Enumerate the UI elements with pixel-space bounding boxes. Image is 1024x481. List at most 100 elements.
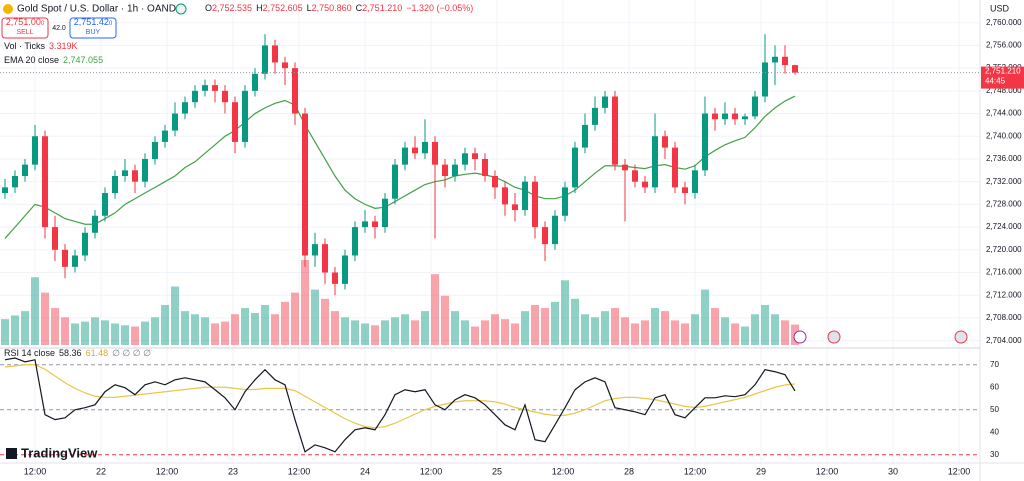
- volume-bar: [21, 311, 29, 345]
- ohlc-key: O: [205, 3, 212, 13]
- candle-body: [222, 90, 228, 103]
- buy-button[interactable]: [69, 17, 117, 39]
- candle-body: [372, 221, 378, 228]
- candle-body: [602, 96, 608, 108]
- candle-body: [792, 65, 798, 73]
- candle-body: [232, 102, 238, 142]
- candle-body: [102, 193, 108, 216]
- x-tick-label: 12:00: [948, 466, 971, 476]
- volume-bar: [1, 319, 9, 345]
- volume-bar: [711, 308, 719, 345]
- rsi-tick-label: 60: [990, 382, 999, 391]
- price-tag-label: 2,751.210: [985, 67, 1021, 76]
- plot-area: [0, 0, 980, 463]
- ema-legend: EMA 20 close 2,747.055: [4, 55, 103, 65]
- candle-body: [392, 164, 398, 199]
- volume-bar: [761, 304, 769, 345]
- candle-body: [302, 113, 308, 256]
- volume-bar: [51, 308, 59, 345]
- price-tag: [981, 66, 1024, 89]
- volume-bar: [341, 317, 349, 345]
- x-tick-label: 12:00: [156, 466, 179, 476]
- ohlc-text: O2,752.535 H2,752.605 L2,750.860 C2,751.210…: [205, 3, 473, 13]
- volume-bar: [101, 320, 109, 345]
- sell-button[interactable]: [1, 17, 49, 39]
- y-tick-label: 2,740.000: [986, 131, 1022, 140]
- x-tick-label: 23: [228, 466, 238, 476]
- y-tick-label: 2,728.000: [986, 199, 1022, 208]
- candle-body: [252, 73, 258, 91]
- volume-legend: Vol · Ticks 3.319K: [4, 41, 78, 51]
- volume-bar: [751, 314, 759, 345]
- volume-bar: [351, 320, 359, 345]
- candle-body: [532, 181, 538, 228]
- candle-body: [422, 141, 428, 154]
- volume-bar: [141, 321, 149, 345]
- volume-bar: [531, 304, 539, 345]
- candle-body: [492, 176, 498, 188]
- candle-body: [212, 85, 218, 91]
- volume-bar: [131, 326, 139, 345]
- volume-bar: [61, 317, 69, 345]
- x-tick-label: 12:00: [420, 466, 443, 476]
- x-tick-label: 12:00: [684, 466, 707, 476]
- volume-bar: [391, 317, 399, 345]
- candle-body: [742, 116, 748, 120]
- candle-body: [552, 215, 558, 245]
- x-tick-label: 25: [492, 466, 502, 476]
- candle-body: [52, 227, 58, 250]
- candle-body: [772, 56, 778, 63]
- volume-bar: [721, 317, 729, 345]
- volume-bar: [581, 314, 589, 345]
- flag-icon[interactable]: [954, 330, 968, 344]
- volume-bar: [431, 274, 439, 345]
- volume-bar: [521, 311, 529, 345]
- volume-bar: [221, 321, 229, 345]
- volume-bar: [621, 317, 629, 345]
- candle-body: [682, 187, 688, 194]
- candle-body: [292, 68, 298, 114]
- candle-body: [332, 272, 338, 284]
- volume-bar: [261, 304, 269, 345]
- volume-bar: [781, 320, 789, 345]
- y-tick-label: 2,720.000: [986, 245, 1022, 254]
- rsi-tick-label: 50: [990, 405, 999, 414]
- volume-bar: [31, 277, 39, 345]
- countdown: 44:45: [985, 77, 1006, 86]
- volume-bar: [571, 298, 579, 345]
- ohlc-value: 2,752.535: [212, 3, 252, 13]
- volume-bar: [481, 320, 489, 345]
- volume-bar: [381, 320, 389, 345]
- candle-body: [762, 62, 768, 97]
- rsi-line: [4, 357, 796, 453]
- flag-icon[interactable]: [827, 330, 841, 344]
- candle-body: [542, 227, 548, 245]
- candle-body: [412, 147, 418, 154]
- status-icon: [175, 3, 187, 15]
- volume-bar: [291, 292, 299, 345]
- candle-body: [262, 45, 268, 74]
- event-icon[interactable]: [793, 330, 807, 344]
- volume-bar: [551, 301, 559, 345]
- volume-bar: [151, 317, 159, 345]
- buy-price: 2,751.420: [74, 17, 113, 27]
- x-tick-label: 28: [624, 466, 634, 476]
- x-tick-label: 22: [96, 466, 106, 476]
- candle-body: [242, 90, 248, 142]
- x-tick-label: 12:00: [552, 466, 575, 476]
- candle-body: [12, 176, 18, 188]
- volume-bar: [541, 308, 549, 345]
- volume-bar: [161, 304, 169, 345]
- candle-body: [202, 85, 208, 91]
- volume-bar: [311, 289, 319, 345]
- y-tick-label: 2,716.000: [986, 268, 1022, 277]
- logo-mark: [6, 448, 17, 459]
- candle-body: [62, 249, 68, 267]
- candle-body: [432, 141, 438, 165]
- volume-bar: [421, 311, 429, 345]
- buy-pip: 0: [109, 21, 113, 27]
- volume-bar: [181, 311, 189, 345]
- volume-bar: [461, 320, 469, 345]
- sell-label: SELL: [16, 29, 33, 36]
